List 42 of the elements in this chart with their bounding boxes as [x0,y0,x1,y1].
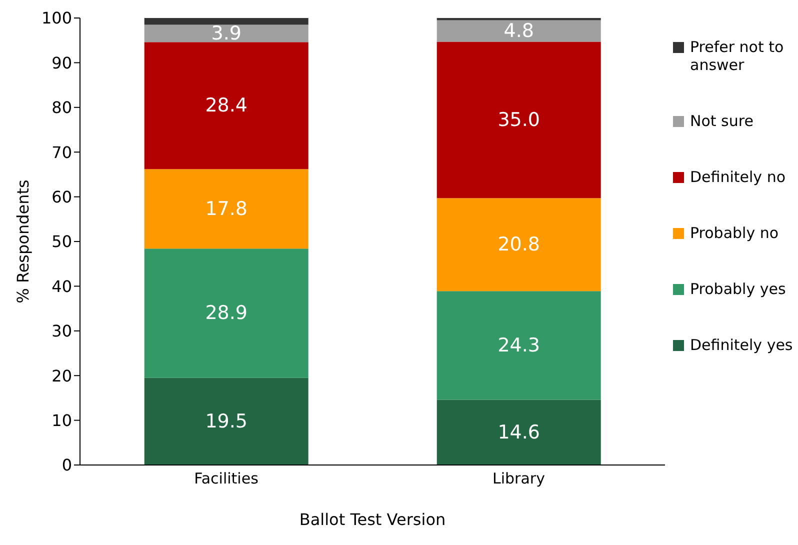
bar [144,18,308,25]
bar [436,42,601,198]
bar [144,24,308,42]
data-label: 17.8 [205,198,248,220]
legend-label: Definitely no [690,168,786,186]
y-tick-label: 80 [52,98,72,118]
data-label: 28.9 [205,302,248,324]
y-tick-label: 60 [52,187,72,206]
y-tick-label: 10 [52,410,72,430]
data-label: 3.9 [211,22,242,44]
bar [144,248,308,378]
bar [436,291,601,400]
bar [144,42,308,170]
data-label: 28.4 [205,94,248,117]
legend-label: Not sure [690,112,754,130]
legend-label: Prefer not to answer [690,38,785,74]
bar [436,198,601,292]
y-tick-label: 0 [62,456,72,475]
x-tick-label: Library [492,470,546,488]
x-axis-title: Ballot Test Version [299,510,446,529]
legend-label: Probably yes [690,280,786,298]
y-tick-label: 90 [52,53,72,72]
y-tick-label: 40 [52,276,72,296]
data-label: 35.0 [498,108,540,131]
data-label: 4.8 [504,20,534,42]
y-tick-label: 30 [52,322,72,341]
y-tick-label: 20 [52,366,72,386]
legend-label: Probably no [690,224,779,242]
y-tick-label: 50 [52,232,72,252]
bar [144,378,308,465]
y-tick-label: 100 [41,8,72,28]
data-label: 24.3 [498,334,540,356]
bar [436,400,601,465]
data-label: 19.5 [205,410,248,432]
bar [436,20,601,42]
data-label: 14.6 [498,421,540,444]
y-tick-label: 70 [52,142,72,162]
y-axis-title: % Respondents [14,180,33,304]
x-tick-label: Facilities [194,470,259,488]
data-label: 20.8 [498,234,540,256]
legend-label: Definitely yes [690,336,793,354]
bar [144,169,308,249]
